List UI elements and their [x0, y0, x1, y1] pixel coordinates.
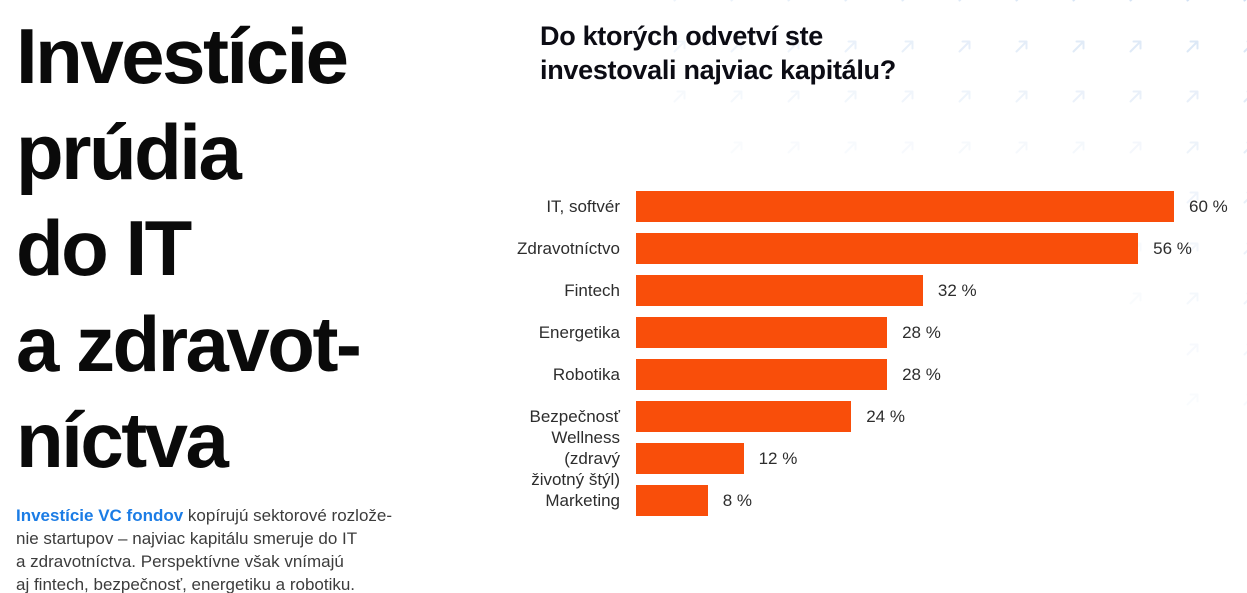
trend-up-arrow-icon: [1127, 87, 1145, 105]
trend-up-arrow-icon: [842, 87, 860, 105]
bar: [636, 317, 888, 348]
trend-up-arrow-icon: [1241, 138, 1247, 156]
chart-row: Marketing 8 %: [504, 485, 1244, 516]
trend-up-arrow-icon: [1013, 0, 1031, 4]
trend-up-arrow-icon: [785, 138, 803, 156]
trend-up-arrow-icon: [842, 0, 860, 4]
bar: [636, 485, 708, 516]
trend-up-arrow-icon: [899, 138, 917, 156]
category-label: Energetika: [538, 323, 620, 342]
category-label: IT, softvér: [546, 197, 620, 216]
trend-up-arrow-icon: [899, 87, 917, 105]
trend-up-arrow-icon: [785, 0, 803, 4]
bar: [636, 191, 1174, 222]
trend-up-arrow-icon: [956, 0, 974, 4]
trend-up-arrow-icon: [671, 0, 689, 4]
trend-up-arrow-icon: [956, 87, 974, 105]
trend-up-arrow-icon: [899, 0, 917, 4]
trend-up-arrow-icon: [1070, 87, 1088, 105]
chart-row: Energetika 28 %: [504, 317, 1244, 348]
trend-up-arrow-icon: [728, 87, 746, 105]
trend-up-arrow-icon: [671, 87, 689, 105]
category-label: Wellness (zdravý životný štýl): [531, 428, 620, 489]
chart-row: Fintech 32 %: [504, 275, 1244, 306]
trend-up-arrow-icon: [842, 138, 860, 156]
value-label: 28 %: [902, 364, 941, 384]
trend-up-arrow-icon: [728, 0, 746, 4]
bar: [636, 233, 1139, 264]
trend-up-arrow-icon: [1184, 138, 1202, 156]
intro-lead: Investície VC fondov: [16, 506, 184, 525]
trend-up-arrow-icon: [1127, 138, 1145, 156]
value-label: 56 %: [1153, 238, 1192, 258]
chart-row: Bezpečnosť 24 %: [504, 401, 1244, 432]
trend-up-arrow-icon: [1070, 138, 1088, 156]
bar: [636, 275, 923, 306]
trend-up-arrow-icon: [785, 87, 803, 105]
chart-rows: IT, softvér 60 % Zdravotníctvo 56 % Fintech 3…: [504, 191, 1244, 527]
category-label: Zdravotníctvo: [517, 239, 620, 258]
trend-up-arrow-icon: [1127, 0, 1145, 4]
intro-body: kopírujú sektorové rozlože- nie startupo…: [16, 506, 393, 593]
bar: [636, 359, 888, 390]
trend-up-arrow-icon: [1241, 0, 1247, 4]
trend-up-arrow-icon: [1127, 37, 1145, 55]
trend-up-arrow-icon: [1013, 87, 1031, 105]
chart-row: Robotika 28 %: [504, 359, 1244, 390]
trend-up-arrow-icon: [728, 138, 746, 156]
category-label: Fintech: [564, 281, 620, 300]
trend-up-arrow-icon: [1241, 37, 1247, 55]
value-label: 8 %: [722, 490, 753, 510]
chart-title: Do ktorých odvetví ste investovali najvi…: [540, 21, 896, 85]
bar: [636, 443, 744, 474]
value-label: 28 %: [902, 322, 941, 342]
trend-up-arrow-icon: [1184, 37, 1202, 55]
trend-up-arrow-icon: [1241, 87, 1247, 105]
value-label: 60 %: [1189, 196, 1228, 216]
chart-row: IT, softvér 60 %: [504, 191, 1244, 222]
trend-up-arrow-icon: [1184, 87, 1202, 105]
trend-up-arrow-icon: [1013, 138, 1031, 156]
value-label: 24 %: [866, 406, 905, 426]
chart-row: Wellness (zdravý životný štýl) 12 %: [504, 428, 1244, 489]
headline: Investície prúdia do IT a zdravot- níctv…: [16, 12, 362, 484]
value-label: 12 %: [758, 448, 798, 468]
trend-up-arrow-icon: [1070, 0, 1088, 4]
value-label: 32 %: [937, 280, 977, 300]
intro-paragraph: Investície VC fondov kopírujú sektorové …: [16, 504, 406, 593]
trend-up-arrow-icon: [1184, 0, 1202, 4]
chart-row: Zdravotníctvo 56 %: [504, 233, 1244, 264]
category-label: Marketing: [545, 491, 620, 510]
category-label: Bezpečnosť: [529, 407, 621, 426]
category-label: Robotika: [552, 365, 620, 384]
trend-up-arrow-icon: [956, 138, 974, 156]
bar: [636, 401, 852, 432]
